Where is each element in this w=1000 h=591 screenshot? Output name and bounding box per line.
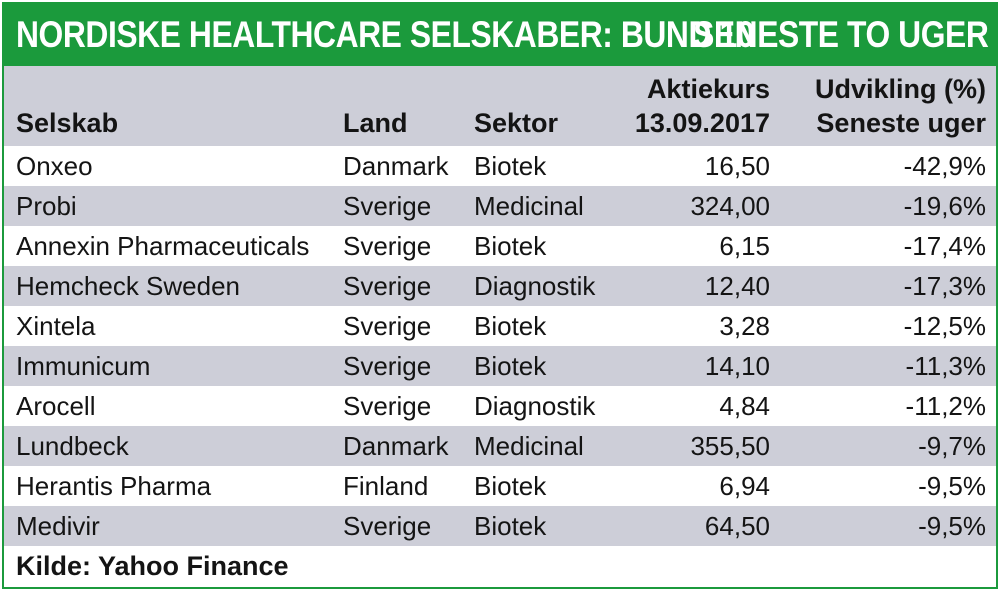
header-price-line2: 13.09.2017: [634, 108, 770, 138]
table-row: Hemcheck Sweden Sverige Diagnostik 12,40 -17…: [4, 266, 996, 306]
table-row: Arocell Sverige Diagnostik 4,84 -11,2%: [4, 386, 996, 426]
header-change: Udvikling (%) Seneste uger: [815, 72, 986, 140]
header-change-line2: Seneste uger: [816, 108, 986, 138]
cell-change: -9,5%: [918, 511, 986, 541]
cell-country: Danmark: [343, 151, 449, 181]
cell-sector: Medicinal: [474, 191, 584, 221]
cell-price: 355,50: [690, 431, 770, 461]
cell-sector: Biotek: [474, 151, 547, 181]
cell-price: 6,15: [719, 231, 770, 261]
cell-change: -9,7%: [918, 431, 986, 461]
source-note: Kilde: Yahoo Finance: [4, 546, 996, 587]
cell-company: Medivir: [16, 511, 100, 541]
table-row: Annexin Pharmaceuticals Sverige Biotek 6,15…: [4, 226, 996, 266]
header-country: Land: [343, 108, 408, 138]
cell-country: Sverige: [343, 391, 432, 421]
cell-country: Sverige: [343, 191, 432, 221]
cell-company: Arocell: [16, 391, 96, 421]
cell-country: Finland: [343, 471, 429, 501]
cell-price: 64,50: [704, 511, 770, 541]
cell-sector: Diagnostik: [474, 391, 596, 421]
cell-company: Annexin Pharmaceuticals: [16, 231, 310, 261]
cell-change: -9,5%: [918, 471, 986, 501]
table-body: Onxeo Danmark Biotek 16,50 -42,9% Probi Sverig…: [4, 146, 996, 546]
header-company: Selskab: [16, 108, 119, 138]
cell-price: 324,00: [690, 191, 770, 221]
header-price: Aktiekurs 13.09.2017: [635, 72, 770, 140]
table-row: Lundbeck Danmark Medicinal 355,50 -9,7%: [4, 426, 996, 466]
header-change-line1: Udvikling (%): [814, 74, 986, 104]
cell-change: -19,6%: [903, 191, 986, 221]
title-bar: NORDISKE HEALTHCARE SELSKABER: BUND 10 S…: [4, 4, 996, 66]
table-title: NORDISKE HEALTHCARE SELSKABER: BUND 10: [16, 14, 754, 55]
cell-company: Probi: [16, 191, 77, 221]
table-row: Xintela Sverige Biotek 3,28 -12,5%: [4, 306, 996, 346]
table-row: Herantis Pharma Finland Biotek 6,94 -9,5%: [4, 466, 996, 506]
cell-company: Lundbeck: [16, 431, 129, 461]
cell-country: Sverige: [343, 311, 432, 341]
cell-change: -11,2%: [905, 391, 986, 421]
cell-company: Immunicum: [16, 351, 151, 381]
cell-price: 14,10: [704, 351, 770, 381]
cell-company: Hemcheck Sweden: [16, 271, 240, 301]
cell-change: -17,4%: [903, 231, 986, 261]
table-row: Medivir Sverige Biotek 64,50 -9,5%: [4, 506, 996, 546]
cell-country: Sverige: [343, 271, 432, 301]
cell-sector: Biotek: [474, 471, 547, 501]
cell-company: Xintela: [16, 311, 96, 341]
cell-sector: Biotek: [474, 231, 547, 261]
header-sector: Sektor: [474, 108, 559, 138]
cell-change: -11,3%: [905, 351, 986, 381]
header-price-line1: Aktiekurs: [646, 74, 770, 104]
cell-price: 6,94: [719, 471, 770, 501]
table-period: SENESTE TO UGER: [692, 14, 989, 55]
table-row: Immunicum Sverige Biotek 14,10 -11,3%: [4, 346, 996, 386]
source-text: Kilde: Yahoo Finance: [16, 551, 289, 581]
cell-country: Sverige: [343, 511, 432, 541]
cell-price: 3,28: [719, 311, 770, 341]
cell-sector: Biotek: [474, 351, 547, 381]
cell-sector: Biotek: [474, 311, 547, 341]
cell-company: Onxeo: [16, 151, 93, 181]
cell-country: Danmark: [343, 431, 449, 461]
cell-price: 4,84: [719, 391, 770, 421]
cell-country: Sverige: [343, 351, 432, 381]
cell-company: Herantis Pharma: [16, 471, 212, 501]
cell-change: -42,9%: [903, 151, 986, 181]
cell-country: Sverige: [343, 231, 432, 261]
table-row: Onxeo Danmark Biotek 16,50 -42,9%: [4, 146, 996, 186]
cell-change: -12,5%: [903, 311, 986, 341]
cell-sector: Diagnostik: [474, 271, 596, 301]
table-header: Selskab Land Sektor Aktiekurs 13.09.2017…: [4, 66, 996, 146]
cell-sector: Medicinal: [474, 431, 584, 461]
cell-price: 16,50: [704, 151, 770, 181]
cell-price: 12,40: [704, 271, 770, 301]
cell-change: -17,3%: [903, 271, 986, 301]
cell-sector: Biotek: [474, 511, 547, 541]
table-row: Probi Sverige Medicinal 324,00 -19,6%: [4, 186, 996, 226]
